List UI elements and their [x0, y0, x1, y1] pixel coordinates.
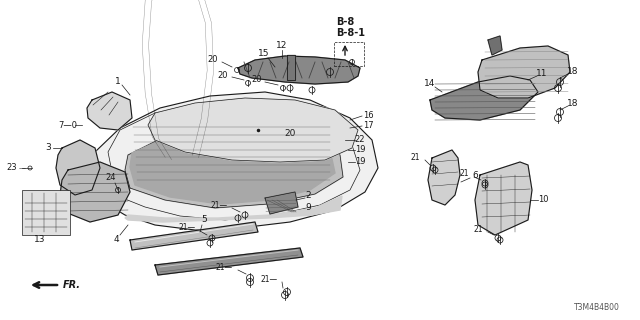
Text: 14: 14: [424, 79, 436, 89]
Text: 10: 10: [538, 196, 548, 204]
Text: 20: 20: [252, 76, 262, 84]
Polygon shape: [155, 248, 303, 275]
Text: T3M4B4B00: T3M4B4B00: [574, 303, 620, 312]
Text: 5: 5: [201, 215, 207, 225]
Text: 16: 16: [363, 110, 373, 119]
Text: 24: 24: [106, 173, 116, 182]
Text: 4: 4: [113, 236, 119, 244]
Polygon shape: [125, 196, 342, 222]
Bar: [22, 190, 70, 235]
Text: 17: 17: [363, 121, 373, 130]
Text: 21—: 21—: [179, 223, 196, 233]
Text: 20: 20: [207, 55, 218, 65]
Polygon shape: [478, 46, 570, 98]
Text: 21—: 21—: [261, 275, 278, 284]
Text: 21—: 21—: [216, 262, 233, 271]
Polygon shape: [148, 98, 358, 162]
Text: 9: 9: [305, 203, 311, 212]
Polygon shape: [87, 92, 132, 130]
Text: 18: 18: [567, 100, 579, 108]
Text: 3: 3: [45, 143, 51, 153]
Text: 21: 21: [474, 225, 483, 234]
Polygon shape: [130, 222, 258, 250]
Text: 21—: 21—: [211, 201, 228, 210]
Polygon shape: [125, 126, 343, 208]
Text: 23: 23: [6, 164, 17, 172]
Text: 6: 6: [472, 172, 478, 180]
Text: FR.: FR.: [63, 280, 81, 290]
Polygon shape: [238, 56, 360, 84]
Text: 19: 19: [355, 157, 365, 166]
Text: 7—0: 7—0: [58, 121, 77, 130]
Polygon shape: [428, 150, 460, 205]
Text: B-8-1: B-8-1: [336, 28, 365, 38]
Polygon shape: [265, 192, 298, 214]
Polygon shape: [85, 92, 378, 230]
Text: 20: 20: [218, 70, 228, 79]
Text: 12: 12: [276, 42, 288, 51]
Text: 2: 2: [305, 191, 311, 201]
Polygon shape: [488, 36, 502, 55]
Text: 22: 22: [355, 135, 365, 145]
Text: 1: 1: [115, 77, 121, 86]
Text: 15: 15: [259, 50, 269, 59]
Polygon shape: [56, 140, 100, 195]
Polygon shape: [130, 124, 335, 204]
Polygon shape: [475, 162, 532, 235]
Text: —: —: [19, 165, 26, 171]
Text: 13: 13: [35, 236, 45, 244]
Polygon shape: [287, 55, 295, 80]
Text: 20: 20: [284, 129, 296, 138]
Polygon shape: [60, 162, 130, 222]
Text: B-8: B-8: [336, 17, 355, 27]
Text: 11: 11: [536, 69, 548, 78]
Text: 21: 21: [460, 170, 469, 179]
Text: 19: 19: [355, 146, 365, 155]
Text: 21: 21: [410, 153, 420, 162]
Polygon shape: [430, 76, 538, 120]
Text: 18: 18: [567, 68, 579, 76]
